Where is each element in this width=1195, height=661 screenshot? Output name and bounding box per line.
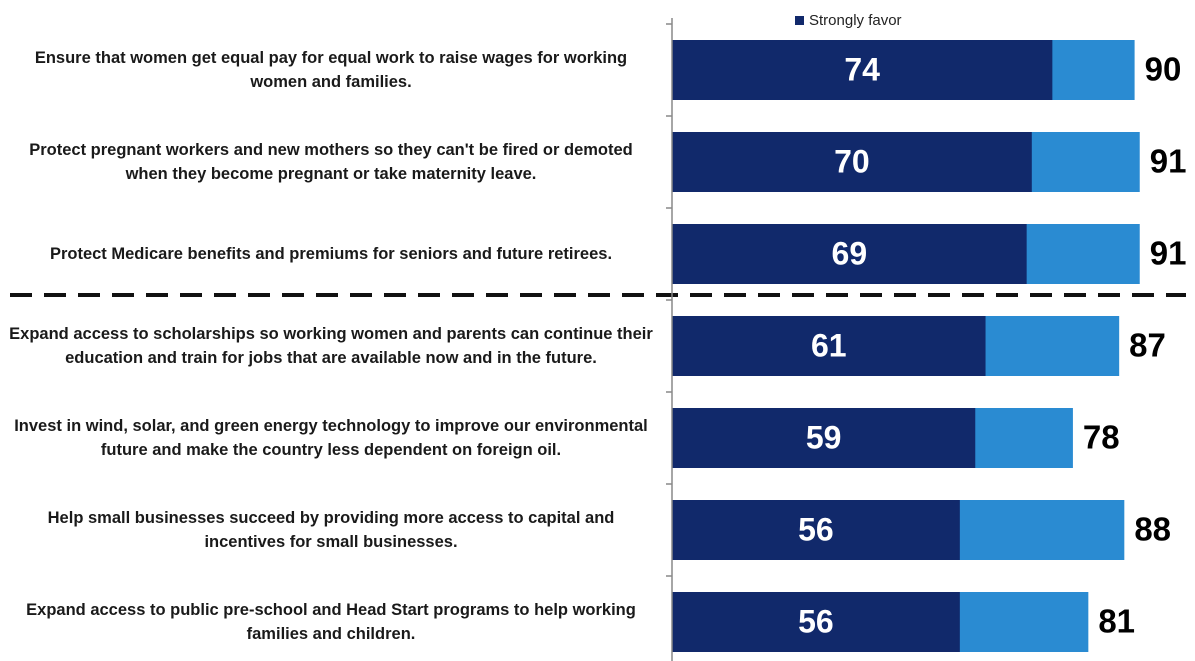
bar bbox=[672, 40, 1053, 100]
category-label: Invest in wind, solar, and green energy … bbox=[14, 417, 648, 459]
total-label: 90 bbox=[1145, 51, 1182, 88]
value-label: 56 bbox=[798, 511, 834, 547]
category-label: Expand access to scholarships so working… bbox=[9, 325, 653, 367]
total-label: 91 bbox=[1150, 235, 1187, 272]
total-label: 78 bbox=[1083, 419, 1120, 456]
legend-swatch bbox=[795, 16, 804, 25]
bar bbox=[672, 132, 1032, 192]
category-label: Ensure that women get equal pay for equa… bbox=[34, 49, 628, 91]
value-label: 69 bbox=[832, 235, 868, 271]
total-label: 81 bbox=[1098, 603, 1135, 640]
category-label: Protect Medicare benefits and premiums f… bbox=[49, 245, 613, 263]
bar bbox=[672, 592, 960, 652]
value-label: 59 bbox=[806, 419, 842, 455]
category-label: Expand access to public pre-school and H… bbox=[26, 601, 636, 643]
total-label: 91 bbox=[1150, 143, 1187, 180]
legend-label: Strongly favor bbox=[809, 12, 902, 29]
bar bbox=[672, 224, 1027, 284]
value-label: 70 bbox=[834, 143, 870, 179]
bar bbox=[672, 408, 976, 468]
category-label: Protect pregnant workers and new mothers… bbox=[29, 141, 633, 183]
bar bbox=[672, 316, 986, 376]
category-label: Help small businesses succeed by providi… bbox=[47, 509, 615, 551]
value-label: 61 bbox=[811, 327, 847, 363]
total-label: 88 bbox=[1134, 511, 1171, 548]
value-label: 56 bbox=[798, 603, 834, 639]
bar bbox=[672, 500, 960, 560]
value-label: 74 bbox=[844, 51, 880, 87]
total-label: 87 bbox=[1129, 327, 1166, 364]
